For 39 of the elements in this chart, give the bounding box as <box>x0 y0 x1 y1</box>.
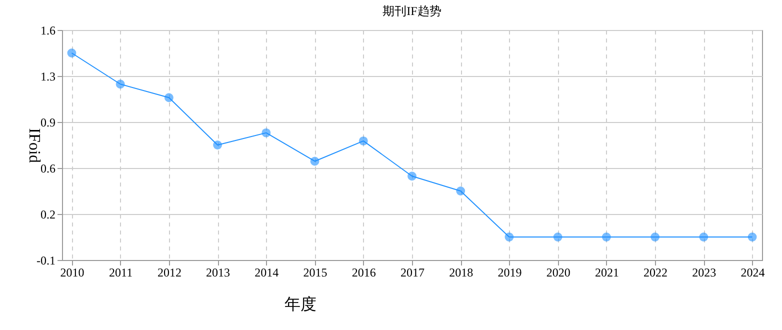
x-tick-label: 2024 <box>740 266 765 280</box>
point <box>504 232 514 242</box>
x-tick-label: 2022 <box>644 266 668 280</box>
chart-title: 期刊IF趋势 <box>382 4 442 18</box>
point <box>456 186 466 196</box>
point <box>164 93 174 102</box>
x-tick-label: 2012 <box>157 266 182 280</box>
x-axis-title: 年度 <box>284 296 316 314</box>
point <box>553 232 562 242</box>
point <box>650 232 660 242</box>
y-tick-label: 0.2 <box>40 208 56 222</box>
y-tick-label: 0.6 <box>40 162 56 176</box>
x-tick-label: 2018 <box>449 266 474 280</box>
x-tick-label: 2013 <box>206 266 230 280</box>
point <box>213 140 222 150</box>
point <box>408 172 416 181</box>
x-tick-label: 2010 <box>60 266 84 280</box>
y-tick-label: 1.3 <box>40 70 56 84</box>
point <box>67 48 76 58</box>
x-tick-label: 2011 <box>109 266 133 280</box>
point <box>602 232 611 242</box>
point <box>358 136 368 146</box>
x-tick-label: 2015 <box>303 266 328 280</box>
point <box>262 128 271 138</box>
point <box>748 232 757 242</box>
x-tick-label: 2019 <box>498 266 522 280</box>
y-axis-title: IFoid <box>26 128 43 163</box>
x-tick-label: 2014 <box>254 266 279 280</box>
x-tick-label: 2021 <box>594 266 619 280</box>
x-tick-label: 2016 <box>352 266 376 280</box>
x-tick-label: 2023 <box>692 266 716 280</box>
x-tick-label: 2020 <box>546 266 570 280</box>
y-tick-label: 1.6 <box>40 24 56 38</box>
y-tick-label: -0.1 <box>36 254 56 268</box>
point <box>310 156 320 166</box>
point <box>699 232 708 242</box>
x-tick-label: 2017 <box>400 266 424 280</box>
point <box>116 80 125 89</box>
y-tick-label: 0.9 <box>40 116 56 130</box>
